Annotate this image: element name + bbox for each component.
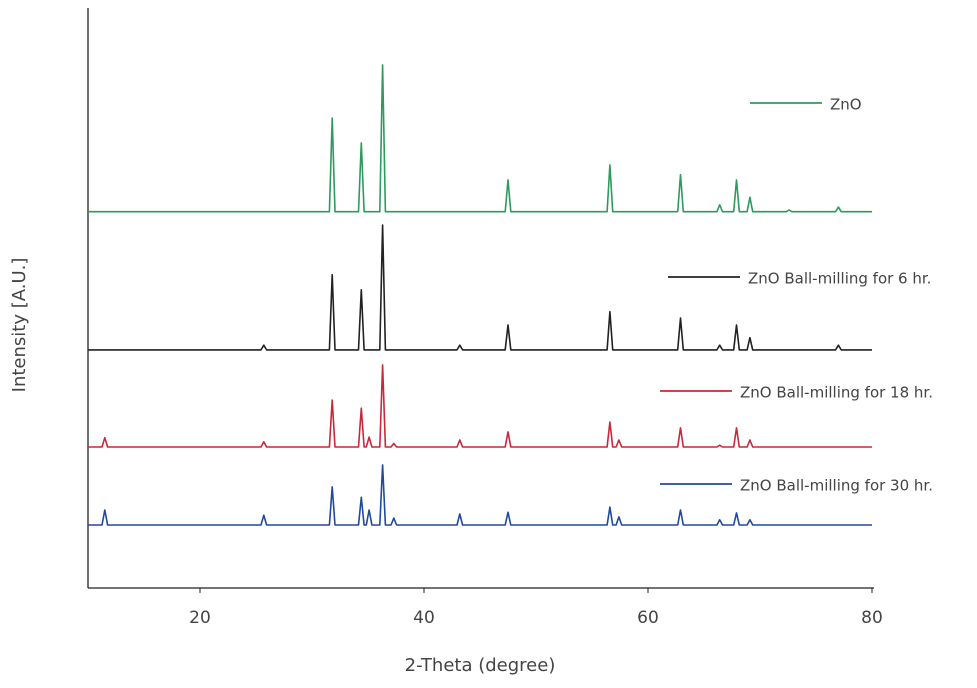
series-line: [88, 365, 872, 447]
legend-label: ZnO Ball-milling for 6 hr.: [748, 270, 931, 288]
legend-label: ZnO: [830, 96, 862, 114]
series-line: [88, 465, 872, 525]
series-line: [88, 65, 872, 212]
legend-label: ZnO Ball-milling for 30 hr.: [740, 477, 933, 495]
x-tick-label: 40: [413, 608, 435, 628]
x-tick-label: 60: [637, 608, 659, 628]
chart: 2-Theta (degree) Intensity [A.U.] 20 40 60…: [0, 0, 977, 688]
y-axis-label: Intensity [A.U.]: [9, 258, 30, 393]
x-axis-label: 2-Theta (degree): [405, 655, 556, 676]
x-tick-label: 80: [861, 608, 883, 628]
legend-label: ZnO Ball-milling for 18 hr.: [740, 384, 933, 402]
x-tick-label: 20: [189, 608, 211, 628]
